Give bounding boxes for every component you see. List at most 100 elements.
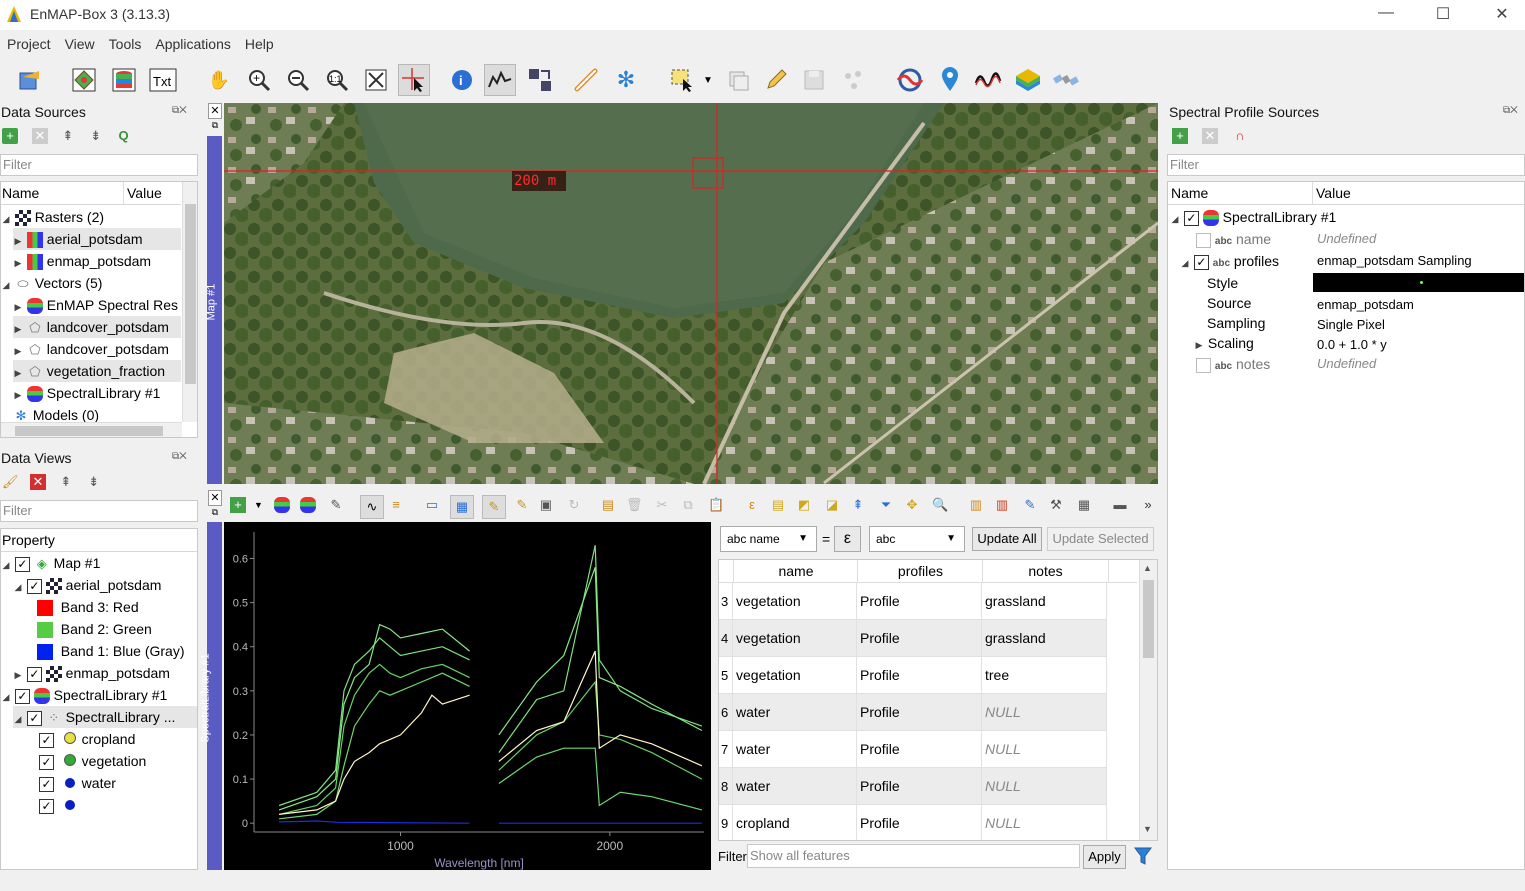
remove-icon[interactable]: ✕ xyxy=(1201,128,1218,145)
checkbox[interactable]: ✓ xyxy=(26,666,42,682)
profile-settings-icon[interactable]: ✎ xyxy=(330,497,342,512)
save-edits-icon[interactable] xyxy=(798,64,830,96)
cell-name[interactable]: cropland xyxy=(733,805,857,840)
link-map-icon[interactable] xyxy=(570,64,602,96)
float-dock-icon[interactable]: ⧉✕ xyxy=(172,105,187,116)
view-item-speclib-layer[interactable]: ◢ ✓ ⁘ SpectralLibrary ... xyxy=(13,706,197,728)
maximize-button[interactable]: ☐ xyxy=(1435,6,1451,23)
apply-button[interactable]: Apply xyxy=(1083,845,1126,869)
save-edits-icon[interactable]: ▣ xyxy=(539,497,553,512)
data-sources-filter[interactable]: Filter xyxy=(0,154,198,176)
add-data-source-icon[interactable] xyxy=(14,64,46,96)
expand-all-icon[interactable]: ⇟ xyxy=(88,474,100,490)
column-name[interactable]: Name xyxy=(1171,185,1209,201)
spectral-library-tool-icon[interactable] xyxy=(894,64,926,96)
satellite-icon[interactable] xyxy=(1050,64,1082,96)
cell-name[interactable]: water xyxy=(733,731,857,768)
row-number[interactable]: 7 xyxy=(719,731,733,768)
deselect-features-icon[interactable] xyxy=(722,64,754,96)
spectral-profile-icon[interactable] xyxy=(972,64,1004,96)
brush-icon[interactable]: 🖌 xyxy=(2,474,19,490)
multi-edit-icon[interactable]: ✎ xyxy=(516,497,528,512)
zoom-in-icon[interactable]: + xyxy=(243,64,275,96)
row-number[interactable]: 9 xyxy=(719,805,733,840)
expression-select-icon[interactable]: ε xyxy=(749,497,755,512)
tree-item-spectral-library[interactable]: ▶ SpectralLibrary #1 xyxy=(14,385,161,403)
add-profile-dropdown-icon[interactable]: ▼ xyxy=(254,500,263,510)
row-number[interactable]: 4 xyxy=(719,620,733,657)
checkbox[interactable]: ✓ xyxy=(1183,210,1199,226)
view-item-cropland[interactable]: ✓ cropland xyxy=(39,728,135,750)
open-speclib-view-icon[interactable] xyxy=(108,64,140,96)
sort-icon[interactable]: ≡ xyxy=(392,497,400,512)
cell-name[interactable]: vegetation xyxy=(733,657,857,694)
collapse-all-icon[interactable]: ⇞ xyxy=(62,128,74,144)
close-dock-icon[interactable]: ✕ xyxy=(208,490,222,506)
profile-view-icon[interactable]: ∿ xyxy=(360,495,384,519)
minimize-button[interactable]: — xyxy=(1378,4,1394,21)
field-combo[interactable]: abc name ▼ xyxy=(720,526,817,552)
tree-item-landcover-1[interactable]: ▶ ⬠ landcover_potsdam xyxy=(13,316,181,338)
cell-name[interactable]: water xyxy=(733,694,857,731)
expand-all-icon[interactable]: ⇟ xyxy=(90,128,102,144)
zoom-to-selection-icon[interactable]: 🔍 xyxy=(932,497,949,512)
table-row[interactable]: 7 water Profile NULL xyxy=(719,731,1107,768)
close-dock-icon[interactable]: ✕ xyxy=(208,103,222,119)
view-item-other[interactable]: ✓ xyxy=(39,794,78,816)
add-profile-icon[interactable]: + xyxy=(230,497,246,513)
style-preview[interactable] xyxy=(1313,273,1524,292)
expression-button[interactable]: ε xyxy=(834,526,861,552)
horizontal-scrollbar[interactable] xyxy=(1,422,182,437)
copy-icon[interactable]: ⧉ xyxy=(683,497,693,512)
location-pin-icon[interactable] xyxy=(934,64,966,96)
cell-notes[interactable]: tree xyxy=(982,657,1107,694)
cell-notes[interactable]: NULL xyxy=(982,768,1107,805)
toggle-edit-pencil-icon[interactable] xyxy=(760,64,792,96)
invert-selection-icon[interactable]: ◩ xyxy=(797,497,811,512)
view-item-water[interactable]: ✓ water xyxy=(39,772,116,794)
search-icon[interactable]: Q xyxy=(118,128,129,144)
source-value[interactable]: enmap_potsdam xyxy=(1317,297,1414,312)
menu-applications[interactable]: Applications xyxy=(155,36,231,52)
select-features-dropdown-icon[interactable]: ▼ xyxy=(703,74,713,86)
row-number[interactable]: 5 xyxy=(719,657,733,694)
checkbox[interactable]: ✓ xyxy=(39,732,54,748)
data-views-filter[interactable]: Filter xyxy=(0,500,198,522)
checkbox[interactable]: ✓ xyxy=(26,578,42,594)
table-row[interactable]: 9 cropland Profile NULL xyxy=(719,805,1107,840)
menu-tools[interactable]: Tools xyxy=(108,36,142,52)
view-item-band3[interactable]: Band 3: Red xyxy=(37,596,139,618)
new-field-icon[interactable]: ▥ xyxy=(969,497,983,512)
feature-filter-input[interactable]: Show all features xyxy=(747,844,1080,868)
select-cursor-location-icon[interactable] xyxy=(398,64,430,96)
source-field-notes[interactable]: abc notes xyxy=(1196,353,1270,375)
column-notes[interactable]: notes xyxy=(982,560,1109,582)
speclib-import-icon[interactable] xyxy=(300,497,316,513)
zoom-full-icon[interactable] xyxy=(360,64,392,96)
pan-hand-icon[interactable]: ✋ xyxy=(207,69,231,90)
cell-profiles[interactable]: Profile xyxy=(857,583,982,620)
checkbox[interactable]: ✓ xyxy=(14,556,30,572)
column-value[interactable]: Value xyxy=(123,182,162,204)
cell-profiles[interactable]: Profile xyxy=(857,731,982,768)
checkbox[interactable]: ✓ xyxy=(39,798,54,814)
row-number[interactable]: 3 xyxy=(719,583,733,620)
identify-profile-icon[interactable] xyxy=(484,64,516,96)
speclib-dock-bar[interactable]: SpectralLibrary #1 xyxy=(200,522,222,870)
column-profiles[interactable]: profiles xyxy=(857,560,983,582)
pan-to-selection-icon[interactable]: ✥ xyxy=(906,497,918,512)
tree-item-vegetation-fraction[interactable]: ▶ ⬠ vegetation_fraction xyxy=(13,360,181,382)
cell-notes[interactable]: NULL xyxy=(982,694,1107,731)
spectral-plot[interactable]: 0 0.1 0.2 0.3 0.4 0.5 0.6 1000 2000 Wavelength [n… xyxy=(224,522,711,870)
tree-item-rasters[interactable]: ◢ Rasters (2) xyxy=(2,209,105,227)
table-row[interactable]: 5 vegetation Profile tree xyxy=(719,657,1107,694)
table-row[interactable]: 4 vegetation Profile grassland xyxy=(719,620,1107,657)
cell-notes[interactable]: grassland xyxy=(982,620,1107,657)
table-row[interactable]: 8 water Profile NULL xyxy=(719,768,1107,805)
cell-profiles[interactable]: Profile xyxy=(857,694,982,731)
reload-icon[interactable]: ↻ xyxy=(568,497,580,512)
cell-profiles[interactable]: Profile xyxy=(857,805,982,840)
more-tools-icon[interactable]: » xyxy=(1144,497,1152,512)
field-calculator-icon[interactable]: ✎ xyxy=(1024,497,1036,512)
checkbox[interactable] xyxy=(1196,357,1211,373)
